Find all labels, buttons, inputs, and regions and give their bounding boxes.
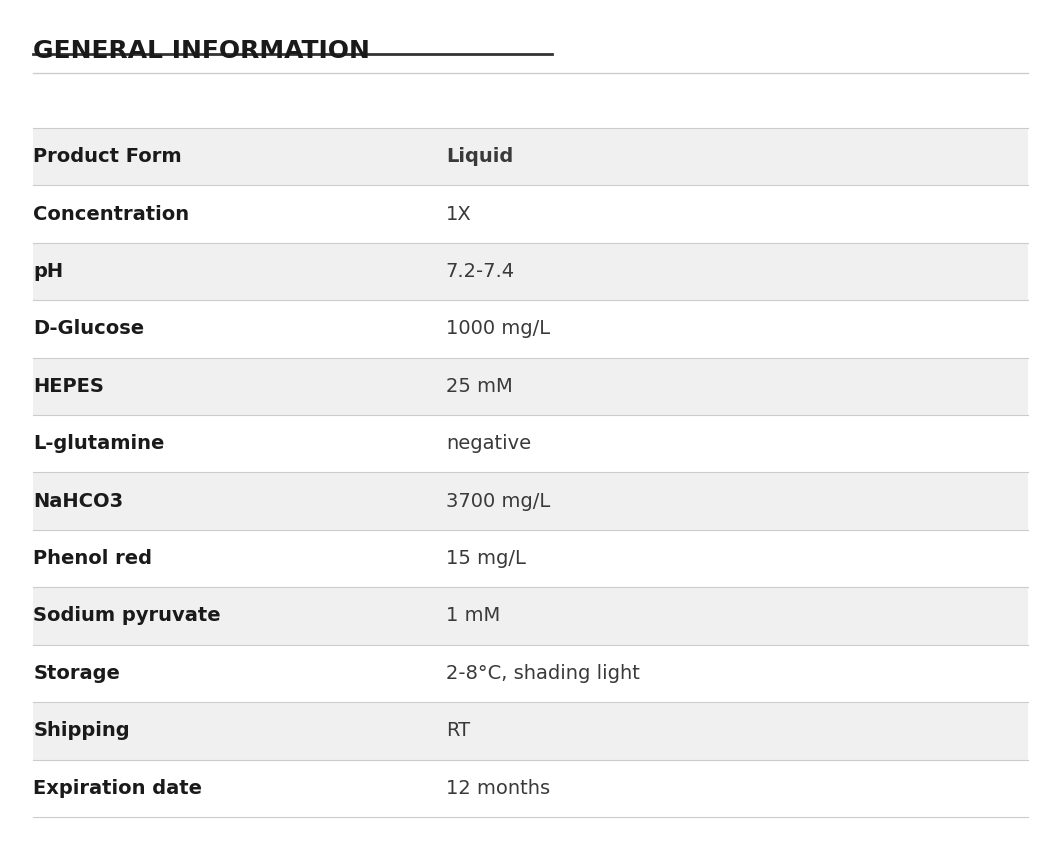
Text: Storage: Storage [33, 664, 120, 683]
Text: Liquid: Liquid [446, 147, 514, 166]
Text: Shipping: Shipping [33, 722, 129, 740]
Text: 1 mM: 1 mM [446, 606, 500, 625]
Text: Sodium pyruvate: Sodium pyruvate [33, 606, 221, 625]
Text: Product Form: Product Form [33, 147, 181, 166]
FancyBboxPatch shape [33, 357, 1028, 415]
FancyBboxPatch shape [33, 243, 1028, 300]
Text: HEPES: HEPES [33, 377, 104, 396]
FancyBboxPatch shape [33, 128, 1028, 185]
FancyBboxPatch shape [33, 645, 1028, 702]
FancyBboxPatch shape [33, 530, 1028, 587]
Text: Phenol red: Phenol red [33, 549, 152, 568]
Text: NaHCO3: NaHCO3 [33, 491, 123, 511]
Text: Expiration date: Expiration date [33, 778, 203, 798]
Text: D-Glucose: D-Glucose [33, 319, 144, 339]
Text: pH: pH [33, 262, 64, 281]
FancyBboxPatch shape [33, 760, 1028, 817]
Text: 7.2-7.4: 7.2-7.4 [446, 262, 515, 281]
Text: 25 mM: 25 mM [446, 377, 512, 396]
Text: 2-8°C, shading light: 2-8°C, shading light [446, 664, 640, 683]
Text: 1000 mg/L: 1000 mg/L [446, 319, 550, 339]
Text: RT: RT [446, 722, 470, 740]
Text: Concentration: Concentration [33, 205, 189, 224]
FancyBboxPatch shape [33, 300, 1028, 357]
FancyBboxPatch shape [33, 702, 1028, 760]
FancyBboxPatch shape [33, 415, 1028, 473]
FancyBboxPatch shape [33, 587, 1028, 645]
Text: 15 mg/L: 15 mg/L [446, 549, 525, 568]
FancyBboxPatch shape [33, 473, 1028, 530]
Text: 3700 mg/L: 3700 mg/L [446, 491, 550, 511]
FancyBboxPatch shape [33, 185, 1028, 243]
Text: 12 months: 12 months [446, 778, 550, 798]
Text: 1X: 1X [446, 205, 471, 224]
Text: negative: negative [446, 435, 530, 453]
Text: GENERAL INFORMATION: GENERAL INFORMATION [33, 39, 370, 64]
Text: L-glutamine: L-glutamine [33, 435, 164, 453]
